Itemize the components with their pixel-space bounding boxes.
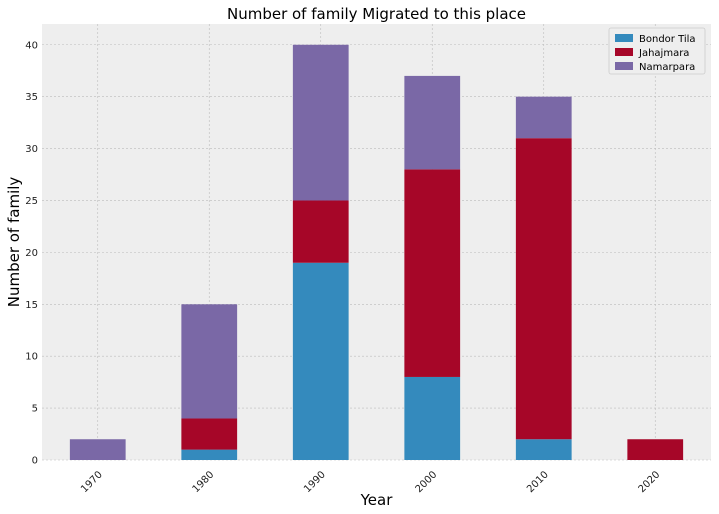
y-tick-label: 25 xyxy=(25,196,38,207)
bar-segment xyxy=(69,439,126,460)
legend-swatch xyxy=(615,62,633,70)
x-tick-label: 2010 xyxy=(525,469,551,495)
y-tick-label: 20 xyxy=(25,248,38,259)
bar-segment xyxy=(292,262,349,460)
x-tick-label: 2020 xyxy=(637,469,663,495)
bar-segment xyxy=(404,75,461,170)
y-tick-label: 10 xyxy=(25,352,38,363)
y-tick-label: 35 xyxy=(25,92,38,103)
bar-segment xyxy=(181,304,238,419)
x-tick-label: 1990 xyxy=(302,469,328,495)
y-tick-label: 40 xyxy=(25,40,38,51)
bar-segment xyxy=(181,449,238,460)
x-tick-label: 1980 xyxy=(191,469,217,495)
y-tick-label: 15 xyxy=(25,300,38,311)
legend-swatch xyxy=(615,48,633,56)
y-tick-label: 5 xyxy=(32,404,38,415)
bar-segment xyxy=(627,439,684,460)
y-axis-ticks: 0 5 10 15 20 25 30 35 40 xyxy=(25,40,38,466)
x-tick-label: 1970 xyxy=(79,469,105,495)
y-tick-label: 0 xyxy=(32,456,38,467)
bar-segment xyxy=(181,418,238,450)
bar-segment xyxy=(404,169,461,377)
bars xyxy=(69,44,684,460)
legend-entry: Bondor Tila xyxy=(639,34,696,45)
bar-segment xyxy=(292,44,349,201)
bar-segment xyxy=(292,200,349,263)
bar-segment xyxy=(404,376,461,460)
plot-area xyxy=(42,24,711,460)
y-axis-title: Number of family xyxy=(5,177,23,308)
legend-entry: Namarpara xyxy=(639,62,695,73)
chart-title: Number of family Migrated to this place xyxy=(227,5,526,23)
bar-segment xyxy=(515,96,572,139)
legend-swatch xyxy=(615,34,633,42)
x-tick-label: 2000 xyxy=(414,469,440,495)
y-tick-label: 30 xyxy=(25,144,38,155)
legend-entry: Jahajmara xyxy=(638,48,689,59)
bar-segment xyxy=(515,439,572,460)
x-axis-title: Year xyxy=(360,491,394,509)
legend: Bondor Tila Jahajmara Namarpara xyxy=(608,27,706,75)
bar-segment xyxy=(515,138,572,440)
